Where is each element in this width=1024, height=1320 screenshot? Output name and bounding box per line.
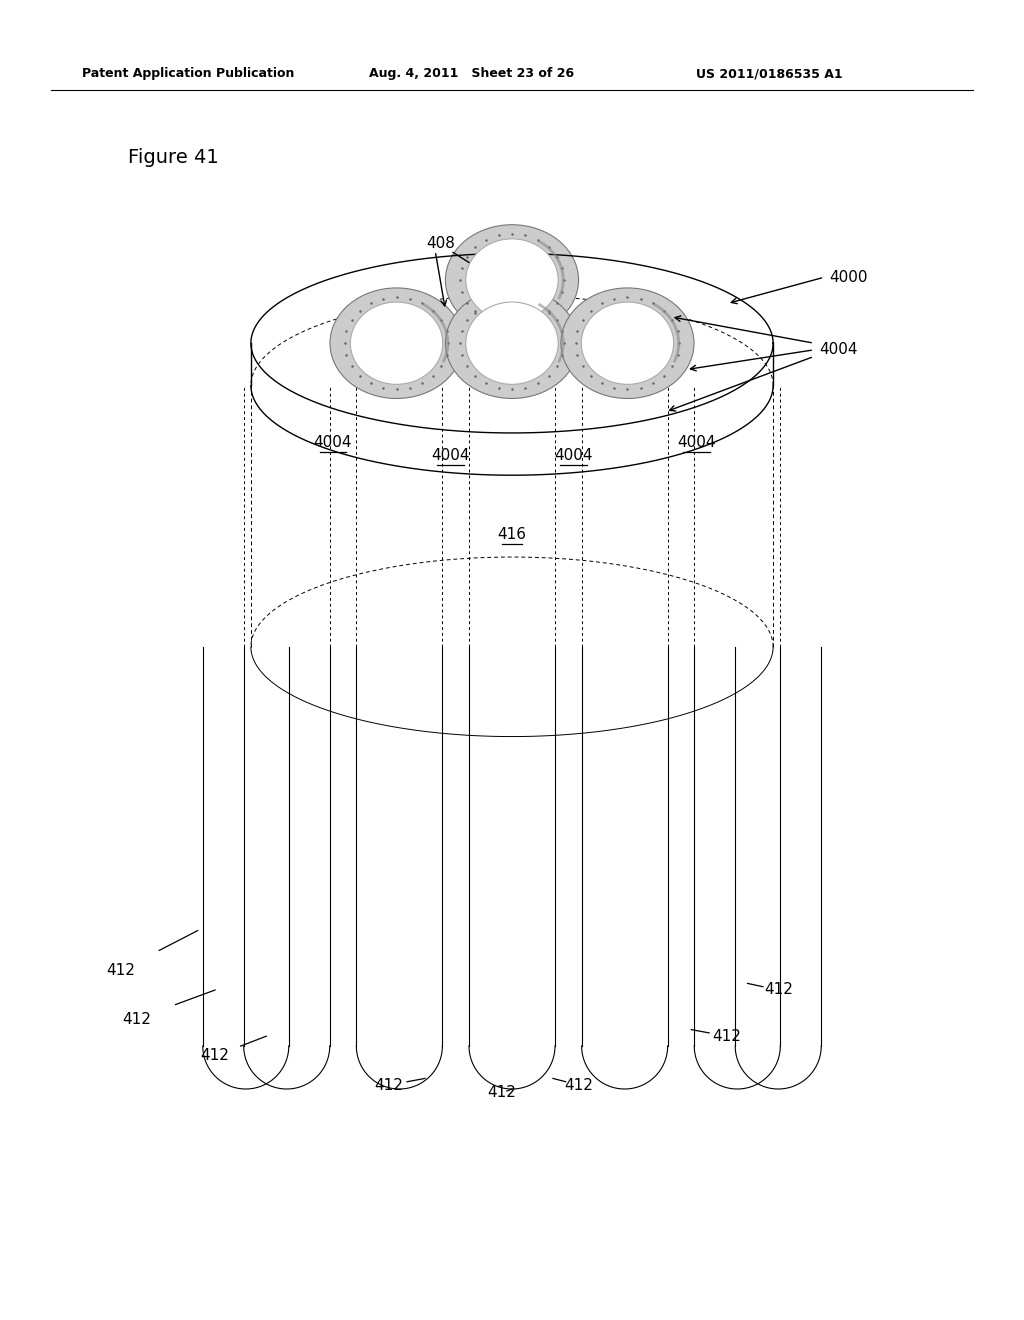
- Ellipse shape: [466, 302, 558, 384]
- Ellipse shape: [445, 224, 579, 335]
- Text: 4004: 4004: [431, 447, 470, 463]
- Text: 412: 412: [487, 1085, 516, 1101]
- Text: 412: 412: [106, 962, 135, 978]
- Text: 412: 412: [764, 982, 793, 998]
- Ellipse shape: [466, 239, 558, 321]
- Text: Aug. 4, 2011   Sheet 23 of 26: Aug. 4, 2011 Sheet 23 of 26: [369, 67, 573, 81]
- Ellipse shape: [330, 288, 463, 399]
- Text: Figure 41: Figure 41: [128, 148, 219, 166]
- Text: 416: 416: [498, 527, 526, 543]
- Text: Patent Application Publication: Patent Application Publication: [82, 67, 294, 81]
- Text: 4004: 4004: [554, 447, 593, 463]
- Ellipse shape: [582, 302, 674, 384]
- Ellipse shape: [445, 288, 579, 399]
- Text: 412: 412: [201, 1048, 229, 1064]
- Text: 4000: 4000: [829, 269, 868, 285]
- Text: 4004: 4004: [819, 342, 858, 358]
- Text: 412: 412: [122, 1011, 151, 1027]
- Text: US 2011/0186535 A1: US 2011/0186535 A1: [696, 67, 843, 81]
- Text: 408: 408: [426, 236, 455, 251]
- Text: 4004: 4004: [677, 434, 716, 450]
- Text: 412: 412: [564, 1077, 593, 1093]
- Ellipse shape: [350, 302, 442, 384]
- Text: 412: 412: [375, 1077, 403, 1093]
- Text: 4004: 4004: [313, 434, 352, 450]
- Text: 412: 412: [713, 1028, 741, 1044]
- Ellipse shape: [561, 288, 694, 399]
